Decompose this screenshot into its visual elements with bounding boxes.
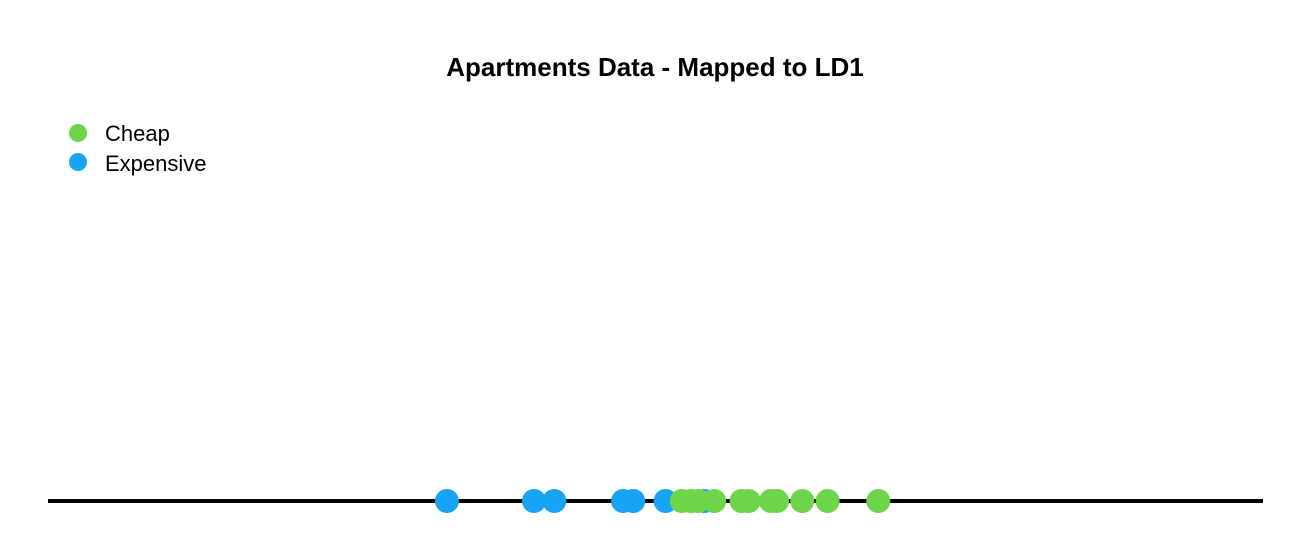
- legend-item-expensive: Expensive: [69, 151, 207, 176]
- legend-marker-cheap: [69, 124, 87, 142]
- point-cheap-7: [765, 489, 789, 513]
- point-expensive-1: [522, 489, 546, 513]
- legend-marker-expensive: [69, 153, 87, 171]
- chart-title: Apartments Data - Mapped to LD1: [446, 52, 864, 82]
- legend-label-cheap: Cheap: [105, 121, 170, 146]
- point-cheap-5: [736, 489, 761, 513]
- point-expensive-2: [542, 489, 567, 513]
- legend: Cheap Expensive: [69, 121, 207, 176]
- point-cheap-8: [790, 489, 815, 513]
- point-expensive-4: [621, 489, 646, 513]
- point-cheap-9: [815, 489, 840, 513]
- point-expensive-0: [434, 489, 459, 513]
- point-cheap-3: [702, 489, 727, 513]
- legend-label-expensive: Expensive: [105, 151, 207, 176]
- data-points: [434, 489, 891, 513]
- legend-item-cheap: Cheap: [69, 121, 170, 146]
- point-cheap-10: [866, 489, 891, 513]
